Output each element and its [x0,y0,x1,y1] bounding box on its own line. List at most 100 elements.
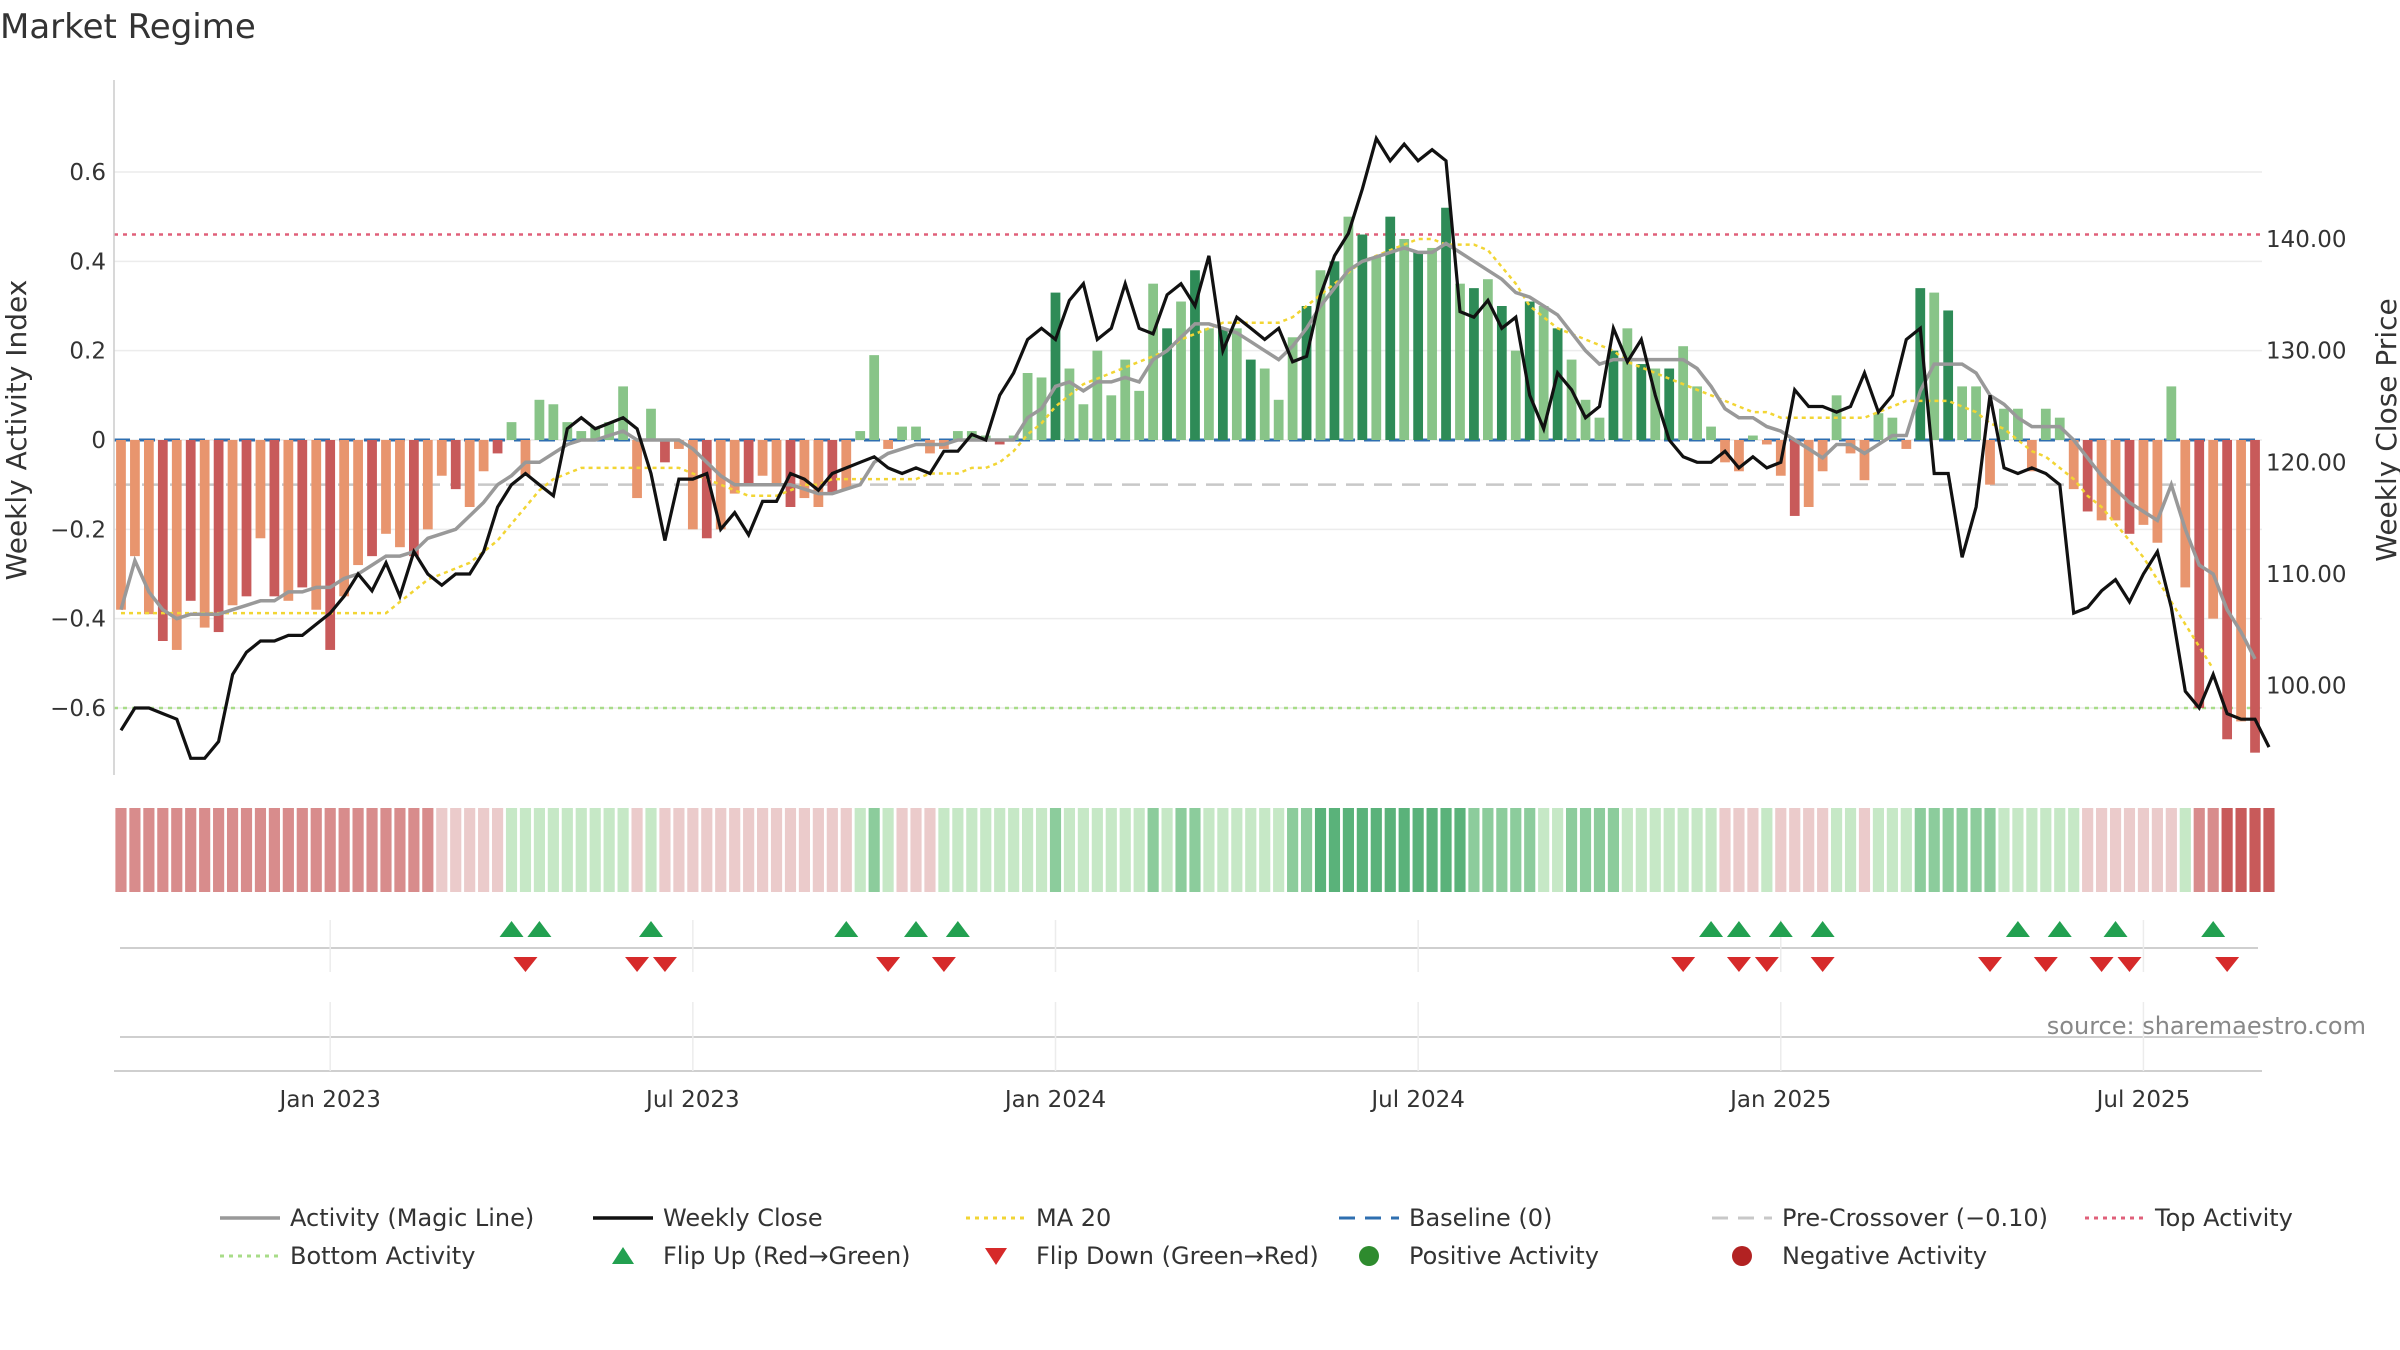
source-text: source: sharemaestro.com [2047,1012,2366,1040]
regime-cell [729,808,741,892]
activity-bar [925,440,935,454]
activity-bar [213,440,224,633]
activity-bar [1469,288,1479,440]
activity-bar [1594,417,1605,440]
regime-cell [1970,808,1982,892]
activity-bar [2208,440,2219,619]
activity-bar [1887,417,1898,440]
regime-cell [1273,808,1285,892]
flip-markers [114,920,2262,1072]
regime-cell [2207,808,2219,892]
activity-bar [1943,310,1954,440]
regime-cell [1914,808,1926,892]
activity-bar [548,404,559,440]
regime-cell [743,808,755,892]
regime-cell [1022,808,1034,892]
x-tick-label: Jul 2024 [1369,1087,1465,1113]
activity-bar [855,431,866,440]
flip-down-marker [1978,957,2003,972]
activity-bar [1162,328,1172,440]
activity-bar [395,440,405,548]
regime-cell [282,808,294,892]
regime-cell [784,808,797,892]
regime-cell [129,808,141,892]
activity-bar [2124,440,2135,534]
activity-bar [1217,328,1228,440]
activity-bar [409,440,419,557]
activity-bar [1734,440,1744,472]
regime-cell [1384,808,1396,892]
regime-cell [1496,808,1508,892]
regime-cell [1259,808,1271,892]
activity-bar [1971,386,1981,440]
regime-cell [1356,808,1368,892]
activity-bar [1985,440,1995,485]
regime-cell [812,808,824,892]
regime-cell [199,808,211,892]
flip-down-marker [513,957,538,972]
regime-cell [1900,808,1912,892]
regime-cell [1928,808,1940,892]
activity-bar [1650,368,1661,440]
activity-bar [367,440,377,557]
flip-up-marker [499,921,524,937]
regime-cell [2123,808,2136,892]
regime-cell [757,808,769,892]
activity-bar [1455,283,1465,440]
activity-bar [1385,216,1396,440]
x-tick-label: Jul 2023 [644,1087,740,1113]
activity-bar [1510,350,1521,440]
regime-cell [1426,808,1438,892]
activity-bar [2040,408,2051,440]
flip-up-marker [527,921,552,937]
weekly-close-line [119,134,2271,760]
activity-bar [911,426,921,440]
regime-cell [324,808,336,892]
regime-cell [533,808,545,892]
regime-cell [464,808,476,892]
flip-up-marker [1726,921,1751,937]
y2-tick-label: 100.00 [2266,674,2346,700]
regime-cell [2068,808,2080,892]
regime-cell [1175,808,1187,892]
flip-down-marker [1810,957,1835,972]
regime-cell [422,808,434,892]
activity-bar [897,426,907,440]
activity-bar [436,440,447,476]
activity-bar [506,422,517,440]
regime-cell [1328,808,1341,892]
activity-bar [2152,440,2163,543]
activity-bar [841,440,852,490]
y2-tick-label: 140.00 [2266,227,2346,253]
regime-cell [213,808,225,892]
legend-swatch [612,1247,634,1264]
activity-bar [827,440,838,494]
activity-bar [2222,440,2233,740]
activity-bar [1204,328,1214,440]
regime-cell [1300,808,1313,892]
regime-cell [938,808,950,892]
activity-bar [1064,368,1075,440]
activity-bar [1287,337,1298,440]
regime-cell [910,808,922,892]
regime-cell [1621,808,1633,892]
regime-cell [1063,808,1076,892]
regime-cell [338,808,350,892]
regime-cell [1370,808,1382,892]
chart-title: Market Regime [0,7,256,47]
regime-cell [1844,808,1857,892]
activity-bar [1120,359,1131,440]
legend-label: Positive Activity [1409,1242,1599,1270]
regime-cell [770,808,783,892]
regime-cell [1217,808,1229,892]
regime-cell [1677,808,1689,892]
regime-cell [2263,808,2275,892]
y-tick-label: −0.4 [50,607,106,633]
activity-bar [1176,301,1186,440]
activity-bar [757,440,768,476]
regime-cell [2109,808,2122,892]
flip-down-marker [931,957,956,972]
ma20-line [121,237,2215,670]
regime-cell [2193,808,2205,892]
